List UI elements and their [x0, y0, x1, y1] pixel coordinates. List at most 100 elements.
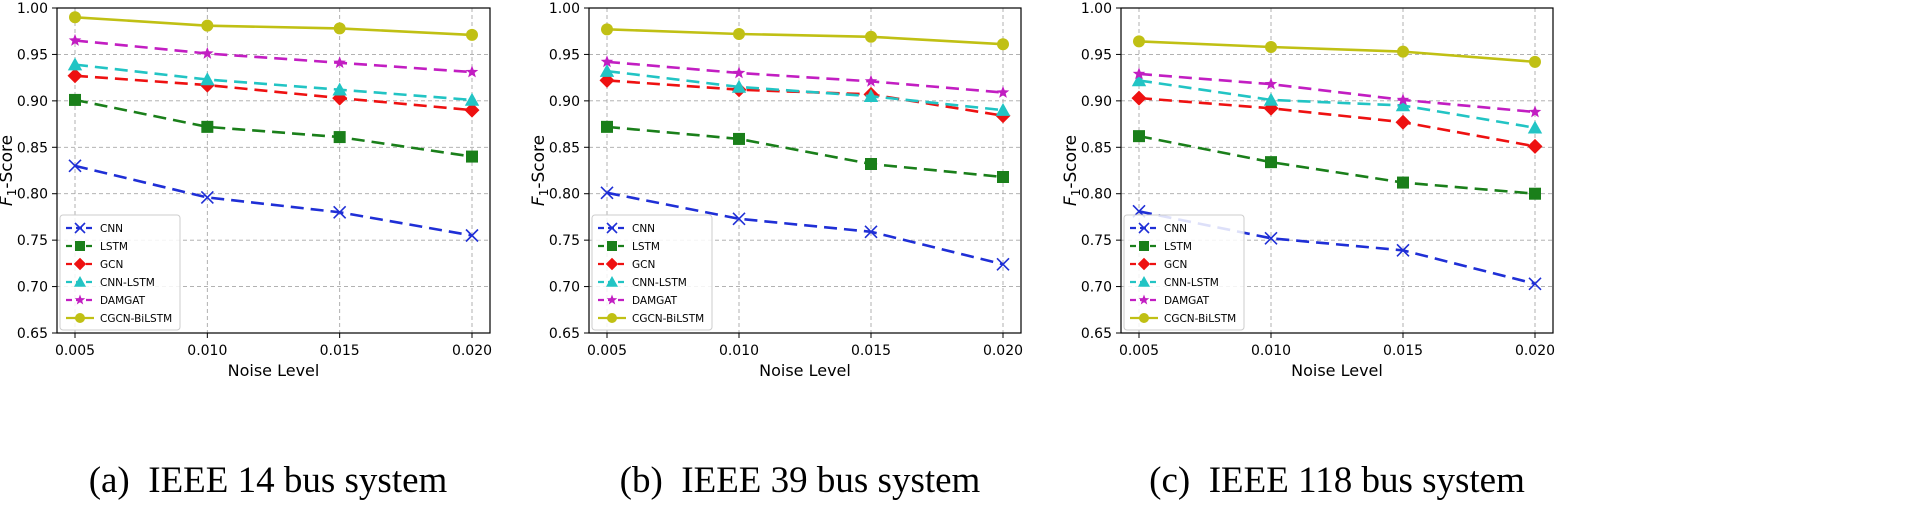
y-tick-label: 0.75	[17, 233, 48, 249]
data-point	[1395, 98, 1411, 112]
data-point	[1397, 45, 1409, 58]
y-tick-label: 0.90	[17, 94, 48, 110]
legend-item: CNN	[66, 222, 123, 235]
legend-marker	[1139, 241, 1149, 251]
series-cnn-lstm	[1131, 73, 1543, 134]
data-point	[464, 102, 480, 118]
data-point	[1131, 73, 1147, 87]
y-tick-label: 0.85	[549, 140, 580, 156]
y-tick-label: 1.00	[549, 1, 580, 17]
series-cnn	[68, 159, 479, 243]
data-point	[68, 33, 82, 46]
data-point	[67, 57, 83, 71]
series-cgcn-bilstm	[1133, 35, 1541, 68]
legend-label: DAMGAT	[100, 295, 146, 307]
series-line	[606, 69, 1004, 112]
x-tick-label: 0.010	[1251, 343, 1291, 359]
legend-item: GCN	[598, 257, 655, 271]
legend-marker	[73, 257, 87, 271]
legend-box	[59, 214, 181, 331]
data-point	[69, 93, 81, 106]
data-point	[599, 63, 615, 77]
data-point	[1528, 277, 1542, 291]
data-point	[1528, 105, 1542, 118]
series-line	[74, 74, 473, 112]
legend-marker	[74, 222, 86, 234]
legend-label: CNN	[632, 223, 655, 235]
chart-panel-3: 0.65 0.70 0.75 0.80 0.85 0.90 0.95 1.00 0.005 0.0…	[1061, 1, 1555, 501]
series-cgcn-bilstm	[601, 23, 1009, 51]
data-point	[1133, 35, 1145, 48]
y-tick-label: 0.65	[1081, 326, 1112, 342]
data-point	[1529, 187, 1541, 200]
data-point	[996, 257, 1010, 271]
legend-item: DAMGAT	[1130, 294, 1210, 307]
series-cnn	[600, 186, 1010, 271]
legend-marker	[1137, 257, 1151, 271]
legend-item: LSTM	[598, 241, 660, 253]
legend-label: CNN-LSTM	[1164, 277, 1219, 289]
y-tick-label: 0.65	[549, 326, 580, 342]
legend-item: DAMGAT	[598, 294, 678, 307]
legend-label: CNN-LSTM	[632, 277, 687, 289]
legend-label: CGCN-BiLSTM	[632, 313, 704, 325]
series-line	[74, 39, 473, 74]
y-tick-label: 0.80	[17, 187, 48, 203]
series-line	[74, 15, 473, 37]
legend-marker	[1138, 276, 1150, 287]
y-tick-label: 0.95	[17, 47, 48, 63]
legend: CNN LSTM GCN CNN-LSTM DAMGAT CGCN-BiLSTM	[591, 214, 713, 331]
legend-marker	[606, 294, 618, 305]
legend-marker	[1138, 222, 1150, 234]
series-gcn	[67, 68, 480, 118]
y-tick-label: 0.95	[1081, 47, 1112, 63]
y-tick-label: 0.85	[17, 140, 48, 156]
data-point	[863, 89, 879, 102]
series-damgat	[600, 55, 1010, 98]
legend-marker	[605, 257, 619, 271]
data-point	[600, 55, 614, 68]
y-tick-label: 0.75	[549, 233, 580, 249]
data-point	[864, 74, 878, 87]
legend-marker	[606, 222, 618, 234]
y-tick-label: 0.70	[549, 280, 580, 296]
data-point	[997, 38, 1009, 51]
series-line	[74, 63, 473, 102]
y-axis-label: F1-Score	[0, 135, 19, 206]
axes-frame	[1120, 7, 1554, 334]
data-point	[732, 66, 746, 79]
legend-item: CNN-LSTM	[1130, 276, 1219, 289]
chart-panel-1: 0.65 0.70 0.75 0.80 0.85 0.90 0.95 1.00 0.005 0.0…	[0, 1, 492, 501]
y-tick-label: 0.90	[1081, 94, 1112, 110]
legend-item: CNN	[598, 222, 655, 235]
legend-marker	[75, 241, 85, 251]
legend-marker	[607, 241, 617, 251]
data-point	[1396, 93, 1410, 106]
data-point	[333, 205, 347, 219]
data-point	[1133, 130, 1145, 143]
x-tick-label: 0.020	[983, 343, 1023, 359]
y-tick-label: 0.95	[549, 47, 580, 63]
series-line	[606, 28, 1004, 46]
legend-label: DAMGAT	[1164, 295, 1210, 307]
legend-label: LSTM	[632, 241, 660, 253]
data-point	[733, 28, 745, 40]
legend-marker	[74, 294, 86, 305]
series-line	[606, 191, 1004, 266]
legend-label: DAMGAT	[632, 295, 678, 307]
data-point	[200, 72, 215, 86]
axes-frame	[588, 7, 1022, 334]
legend-item: CGCN-BiLSTM	[1130, 313, 1236, 325]
data-point	[466, 28, 478, 41]
data-point	[69, 11, 81, 24]
data-point	[1263, 92, 1279, 106]
data-point	[732, 212, 746, 226]
series-line	[1138, 72, 1536, 114]
series-line	[1138, 96, 1536, 148]
data-point	[68, 159, 82, 173]
legend-marker	[607, 313, 617, 323]
legend-marker	[75, 313, 85, 323]
legend-item: CNN	[1130, 222, 1187, 235]
y-tick-label: 0.85	[1081, 140, 1112, 156]
data-point	[1264, 231, 1278, 245]
